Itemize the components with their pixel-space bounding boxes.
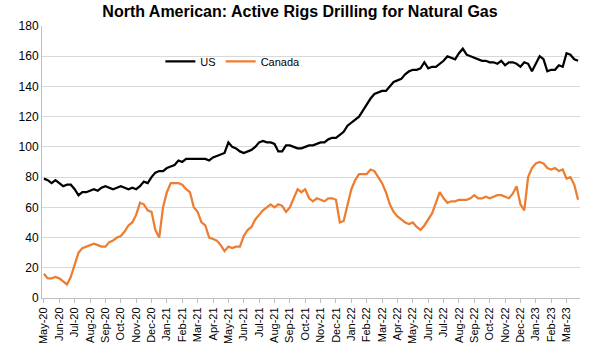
svg-text:Jul-20: Jul-20 [68,307,80,337]
svg-text:Feb-22: Feb-22 [360,307,372,342]
svg-text:Nov-20: Nov-20 [130,307,142,342]
svg-text:Dec-21: Dec-21 [330,307,342,342]
svg-text:Aug-22: Aug-22 [453,307,465,342]
svg-text:Jul-22: Jul-22 [437,307,449,337]
svg-text:180: 180 [19,19,39,33]
svg-text:160: 160 [19,49,39,63]
svg-text:Sep-21: Sep-21 [283,307,295,342]
svg-text:100: 100 [19,140,39,154]
svg-text:Jun-21: Jun-21 [237,307,249,341]
svg-text:May-22: May-22 [406,307,418,344]
svg-text:May-20: May-20 [37,307,49,344]
svg-text:Mar-23: Mar-23 [560,307,572,342]
svg-text:Dec-22: Dec-22 [514,307,526,342]
svg-text:Nov-21: Nov-21 [314,307,326,342]
svg-text:Apr-21: Apr-21 [207,307,219,340]
svg-text:Oct-20: Oct-20 [114,307,126,340]
svg-text:Oct-22: Oct-22 [483,307,495,340]
svg-text:Aug-20: Aug-20 [84,307,96,342]
svg-text:40: 40 [25,231,39,245]
svg-text:Jan-23: Jan-23 [529,307,541,341]
svg-text:Mar-22: Mar-22 [376,307,388,342]
svg-text:Jul-21: Jul-21 [253,307,265,337]
svg-text:Nov-22: Nov-22 [499,307,511,342]
svg-text:Feb-21: Feb-21 [176,307,188,342]
svg-text:Jun-22: Jun-22 [422,307,434,341]
svg-text:120: 120 [19,110,39,124]
svg-text:20: 20 [25,261,39,275]
svg-text:May-21: May-21 [222,307,234,344]
svg-text:Dec-20: Dec-20 [145,307,157,342]
svg-text:80: 80 [25,170,39,184]
svg-text:Aug-21: Aug-21 [268,307,280,342]
svg-text:Canada: Canada [261,56,300,68]
svg-text:Jan-22: Jan-22 [345,307,357,341]
svg-text:0: 0 [32,291,39,305]
svg-text:Sep-20: Sep-20 [99,307,111,342]
svg-text:Jan-21: Jan-21 [160,307,172,341]
svg-text:Mar-21: Mar-21 [191,307,203,342]
svg-text:Oct-21: Oct-21 [299,307,311,340]
svg-text:North American: Active Rigs Dr: North American: Active Rigs Drilling for… [102,3,497,20]
svg-text:140: 140 [19,80,39,94]
svg-text:60: 60 [25,201,39,215]
svg-text:Sep-22: Sep-22 [468,307,480,342]
svg-text:Feb-23: Feb-23 [545,307,557,342]
svg-text:US: US [200,56,215,68]
svg-text:Jun-20: Jun-20 [53,307,65,341]
svg-text:Apr-22: Apr-22 [391,307,403,340]
